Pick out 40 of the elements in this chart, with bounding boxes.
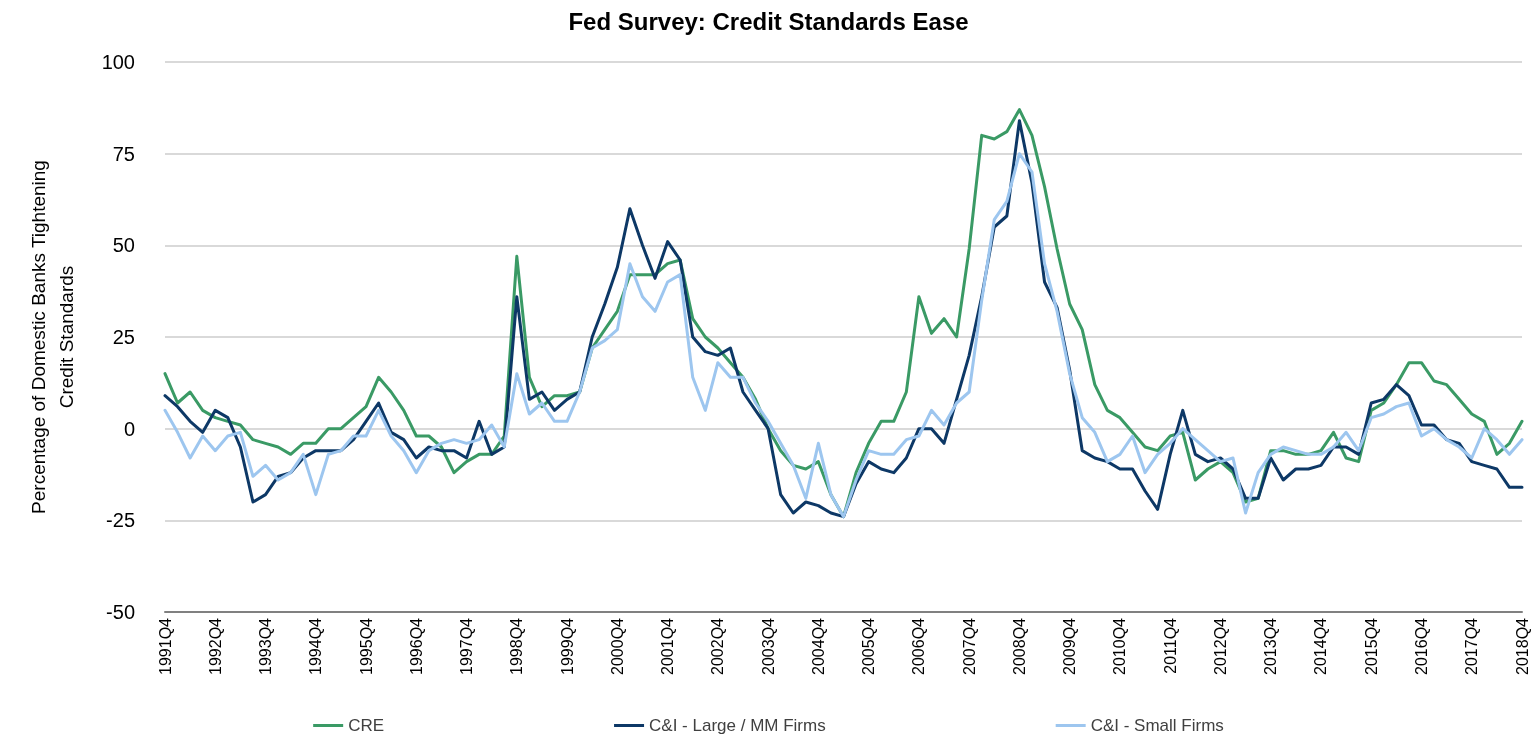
x-tick-label: 1992Q4	[206, 617, 224, 675]
x-tick-label: 2016Q4	[1412, 617, 1430, 675]
x-tick-label: 1999Q4	[558, 617, 576, 675]
y-tick-label: 100	[101, 51, 135, 73]
x-tick-label: 2006Q4	[910, 617, 928, 675]
legend-label: C&I - Small Firms	[1090, 716, 1224, 735]
chart-title: Fed Survey: Credit Standards Ease	[568, 7, 969, 35]
x-tick-label: 2009Q4	[1061, 617, 1079, 675]
x-tick-label: 1993Q4	[257, 617, 275, 675]
x-tick-label: 1998Q4	[508, 617, 526, 675]
y-tick-label: 75	[112, 142, 135, 165]
x-tick-label: 1997Q4	[458, 617, 476, 675]
x-tick-label: 2018Q4	[1513, 617, 1531, 675]
y-tick-label: 0	[123, 417, 135, 440]
x-tick-label: 2011Q4	[1161, 617, 1179, 674]
x-tick-label: 2013Q4	[1262, 617, 1280, 675]
x-tick-label: 2005Q4	[860, 617, 878, 675]
x-tick-label: 2007Q4	[960, 617, 978, 675]
x-tick-label: 2003Q4	[759, 617, 777, 675]
x-tick-label: 2010Q4	[1111, 617, 1129, 675]
x-tick-label: 1991Q4	[156, 617, 174, 675]
x-tick-label: 2002Q4	[709, 617, 727, 675]
y-tick-label: 50	[112, 234, 135, 257]
y-tick-label: 25	[112, 326, 135, 348]
x-tick-label: 2000Q4	[608, 617, 626, 675]
x-tick-label: 2001Q4	[659, 617, 677, 675]
x-tick-label: 2017Q4	[1463, 617, 1481, 675]
y-tick-label: -50	[106, 601, 135, 623]
x-tick-label: 1995Q4	[357, 617, 375, 675]
x-tick-label: 2014Q4	[1312, 617, 1330, 675]
x-tick-label: 2015Q4	[1362, 617, 1380, 675]
x-tick-label: 2012Q4	[1211, 617, 1229, 675]
x-tick-label: 2008Q4	[1010, 617, 1028, 675]
legend-label: CRE	[348, 716, 385, 735]
y-axis-title: Percentage of Domestic Banks Tightening Credit Standards	[27, 160, 77, 514]
legend-label: C&I - Large / MM Firms	[649, 716, 826, 735]
x-tick-label: 1994Q4	[307, 617, 325, 675]
y-tick-label: -25	[106, 509, 135, 532]
x-tick-label: 1996Q4	[407, 617, 425, 675]
x-tick-label: 2004Q4	[809, 617, 827, 675]
